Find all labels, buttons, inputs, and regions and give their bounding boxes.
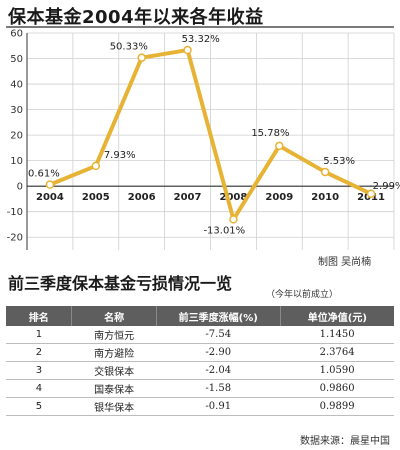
x-tick-label: 2006 xyxy=(128,192,156,203)
y-tick-label: -20 xyxy=(7,233,23,244)
y-tick-label: 10 xyxy=(10,156,23,167)
x-tick-label: 2008 xyxy=(220,192,248,203)
header-nav: 单位净值(元) xyxy=(280,306,394,326)
table-subtitle: （今年以前成立） xyxy=(266,290,339,300)
chart-credit: 制图 吴尚楠 xyxy=(318,257,372,268)
y-tick-label: 60 xyxy=(10,29,23,40)
data-point xyxy=(183,45,192,55)
rank-cell: 1 xyxy=(6,326,72,344)
table-header-row: 排名 名称 前三季度涨幅(%) 单位净值(元) xyxy=(6,306,394,326)
y-tick-label: 0 xyxy=(17,182,23,193)
table-row: 2 南方避险 -2.90 2.3764 xyxy=(6,343,394,362)
y-tick-label: 30 xyxy=(10,105,23,116)
header-change: 前三季度涨幅(%) xyxy=(156,306,281,326)
table-title: 前三季度保本基金亏损情况一览 xyxy=(8,274,233,293)
fund-name-cell: 南方恒元 xyxy=(71,326,157,344)
data-label: -13.01% xyxy=(203,225,245,236)
change-cell: -0.91 xyxy=(156,397,281,416)
x-tick-label: 2005 xyxy=(82,192,110,203)
chart-title: 保本基金2004年以来各年收益 xyxy=(8,7,264,28)
data-label: 7.93% xyxy=(104,150,136,161)
data-label: -2.99% xyxy=(369,181,400,192)
change-cell: -2.04 xyxy=(156,361,281,380)
rank-cell: 4 xyxy=(6,379,72,398)
x-tick-label: 2010 xyxy=(311,192,339,203)
change-cell: -2.90 xyxy=(156,343,281,362)
data-source: 数据来源：晨星中国 xyxy=(300,436,390,447)
fund-name-cell: 南方避险 xyxy=(71,343,157,362)
table-row: 5 银华保本 -0.91 0.9899 xyxy=(6,397,394,416)
y-tick-label: 40 xyxy=(10,80,23,91)
data-label: 0.61% xyxy=(28,169,60,180)
data-point xyxy=(366,189,376,199)
table-row: 4 国泰保本 -1.58 0.9860 xyxy=(6,379,394,398)
title-divider xyxy=(6,26,394,28)
data-point xyxy=(91,161,101,171)
nav-cell: 0.9860 xyxy=(280,379,394,398)
x-tick-label: 2007 xyxy=(174,192,202,203)
loss-table: 排名 名称 前三季度涨幅(%) 单位净值(元) 1 南方恒元 -7.54 1.1… xyxy=(6,306,394,416)
data-label: 50.33% xyxy=(110,42,148,53)
data-label: 53.32% xyxy=(182,34,220,45)
nav-cell: 0.9899 xyxy=(280,397,394,416)
data-point xyxy=(45,180,55,189)
x-tick-label: 2009 xyxy=(265,192,293,203)
series-line xyxy=(49,48,372,222)
nav-cell: 1.1450 xyxy=(280,326,394,344)
table-row: 1 南方恒元 -7.54 1.1450 xyxy=(6,326,394,344)
y-tick-label: 50 xyxy=(10,54,23,65)
fund-name-cell: 国泰保本 xyxy=(71,379,157,398)
data-label: 15.78% xyxy=(251,128,289,139)
x-tick-label: 2004 xyxy=(36,192,64,203)
fund-name-cell: 交银保本 xyxy=(71,361,157,380)
table-row: 3 交银保本 -2.04 1.0590 xyxy=(6,361,394,380)
y-tick-label: -10 xyxy=(7,207,23,218)
fund-name-cell: 银华保本 xyxy=(71,397,157,416)
rank-cell: 3 xyxy=(6,361,72,380)
data-point xyxy=(229,215,238,224)
data-point xyxy=(275,141,284,151)
data-point xyxy=(320,167,330,177)
change-cell: -7.54 xyxy=(156,326,281,344)
data-point xyxy=(137,53,146,62)
rank-cell: 2 xyxy=(6,343,72,362)
rank-cell: 5 xyxy=(6,397,72,416)
nav-cell: 2.3764 xyxy=(280,343,394,362)
change-cell: -1.58 xyxy=(156,379,281,398)
data-label: 5.53% xyxy=(323,156,355,167)
nav-cell: 1.0590 xyxy=(280,361,394,380)
header-rank: 排名 xyxy=(6,306,73,326)
header-name: 名称 xyxy=(71,306,157,326)
y-tick-label: 20 xyxy=(10,131,23,142)
